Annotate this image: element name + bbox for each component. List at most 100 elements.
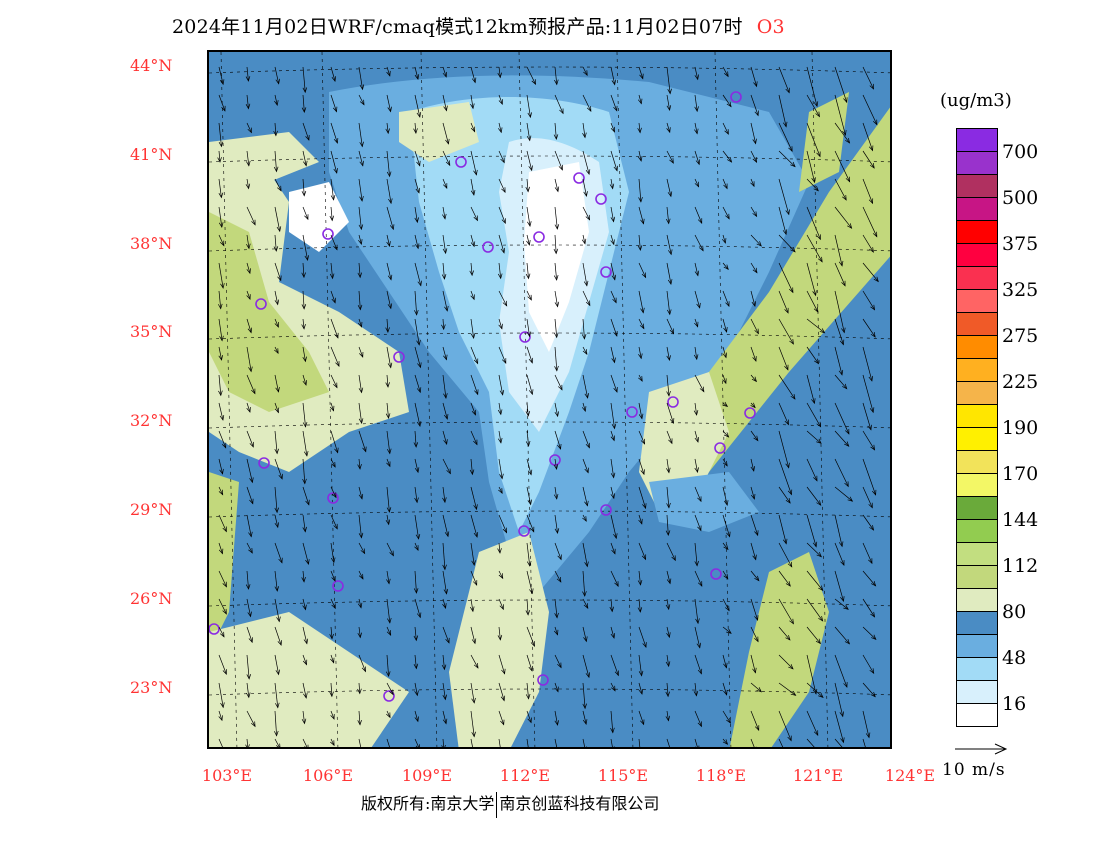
- wind-arrow: [470, 654, 479, 669]
- wind-arrow: [554, 122, 557, 140]
- wind-arrow: [302, 290, 305, 309]
- wind-arrowhead: [752, 267, 758, 274]
- wind-arrowhead: [358, 418, 364, 425]
- wind-arrow: [582, 654, 590, 678]
- city-marker: [322, 228, 334, 240]
- wind-arrow: [274, 654, 279, 675]
- wind-arrowhead: [413, 442, 419, 448]
- lon-label-115: 115°E: [597, 766, 649, 785]
- wind-arrow: [582, 486, 588, 506]
- wind-arrowhead: [665, 218, 671, 225]
- wind-arrow: [582, 598, 589, 609]
- wind-arrowhead: [443, 439, 448, 446]
- city-marker: [332, 580, 344, 592]
- wind-arrowhead: [785, 581, 791, 587]
- wind-arrowhead: [754, 110, 759, 117]
- wind-arrow: [302, 122, 310, 141]
- wind-arrowhead: [248, 366, 253, 373]
- color-bar-cell: [957, 658, 997, 681]
- wind-arrow: [414, 318, 420, 345]
- wind-arrow: [358, 402, 362, 424]
- wind-arrow: [891, 431, 892, 453]
- wind-arrowhead: [275, 702, 280, 709]
- wind-arrow: [891, 207, 892, 228]
- wind-arrow: [358, 682, 361, 694]
- wind-arrowhead: [816, 421, 822, 428]
- wind-arrowhead: [790, 161, 796, 168]
- wind-arrow: [638, 682, 643, 695]
- wind-arrowhead: [386, 712, 391, 719]
- wind-arrowhead: [387, 617, 392, 624]
- wind-arrowhead: [442, 694, 448, 701]
- wind-arrow: [694, 654, 702, 674]
- lat-label-35: 35°N: [130, 322, 173, 341]
- wind-arrow: [694, 66, 699, 80]
- wind-arrowhead: [385, 128, 390, 135]
- wind-arrow: [526, 626, 535, 647]
- wind-arrowhead: [278, 473, 283, 480]
- wind-arrowhead: [527, 294, 532, 301]
- wind-arrow: [834, 626, 850, 645]
- wind-arrowhead: [470, 294, 475, 301]
- wind-arrowhead: [843, 682, 848, 688]
- lon-label-118: 118°E: [695, 766, 747, 785]
- wind-arrowhead: [816, 551, 822, 558]
- wind-arrowhead: [668, 438, 673, 445]
- wind-arrowhead: [582, 132, 587, 139]
- wind-arrow: [358, 150, 364, 166]
- wind-arrow: [638, 542, 646, 560]
- wind-arrowhead: [870, 611, 876, 618]
- wind-arrow: [386, 514, 390, 525]
- wind-arrow: [862, 318, 876, 338]
- wind-arrowhead: [416, 421, 422, 427]
- wind-arrow: [610, 570, 619, 587]
- wind-arrow: [386, 682, 394, 695]
- wind-arrowhead: [554, 612, 559, 619]
- wind-arrow: [638, 122, 641, 133]
- wind-arrowhead: [639, 323, 645, 330]
- wind-arrowhead: [529, 526, 535, 533]
- wind-arrowhead: [639, 73, 644, 80]
- wind-arrowhead: [497, 548, 502, 554]
- wind-arrowhead: [470, 103, 475, 110]
- wind-arrow: [554, 234, 557, 254]
- wind-arrow: [750, 206, 757, 217]
- wind-arrowhead: [611, 423, 617, 430]
- wind-arrowhead: [554, 224, 560, 230]
- wind-arrowhead: [525, 610, 531, 616]
- wind-arrowhead: [359, 196, 364, 202]
- wind-arrow: [778, 402, 789, 425]
- wind-arrow: [666, 206, 670, 224]
- wind-arrowhead: [302, 380, 307, 386]
- wind-arrowhead: [811, 398, 816, 405]
- wind-arrowhead: [583, 280, 589, 287]
- wind-arrowhead: [752, 554, 757, 561]
- wind-arrowhead: [610, 685, 616, 692]
- wind-arrowhead: [553, 464, 559, 470]
- copyright: 版权所有:南京大学 南京创蓝科技有限公司: [361, 790, 659, 818]
- wind-arrowhead: [359, 141, 364, 148]
- wind-arrowhead: [613, 533, 618, 540]
- wind-arrow: [274, 94, 278, 106]
- wind-arrowhead: [640, 719, 645, 726]
- wind-arrow: [386, 122, 389, 134]
- wind-arrow: [891, 291, 892, 327]
- wind-arrow: [582, 290, 591, 306]
- wind-arrowhead: [222, 526, 227, 533]
- wind-arrow: [834, 206, 852, 229]
- wind-arrow: [834, 486, 853, 502]
- wind-arrow: [470, 66, 476, 83]
- wind-arrow: [834, 122, 850, 144]
- wind-arrowhead: [387, 448, 392, 455]
- wind-arrow: [442, 654, 445, 670]
- wind-arrowhead: [671, 555, 676, 562]
- wind-arrowhead: [638, 353, 643, 360]
- wind-arrow: [386, 94, 391, 112]
- wind-arrow: [246, 486, 254, 504]
- wind-arrow: [834, 94, 846, 136]
- wind-arrow: [582, 374, 588, 399]
- wind-arrowhead: [844, 441, 850, 447]
- wind-arrow: [498, 738, 501, 747]
- wind-arrowhead: [359, 352, 364, 358]
- wind-arrow: [750, 626, 759, 642]
